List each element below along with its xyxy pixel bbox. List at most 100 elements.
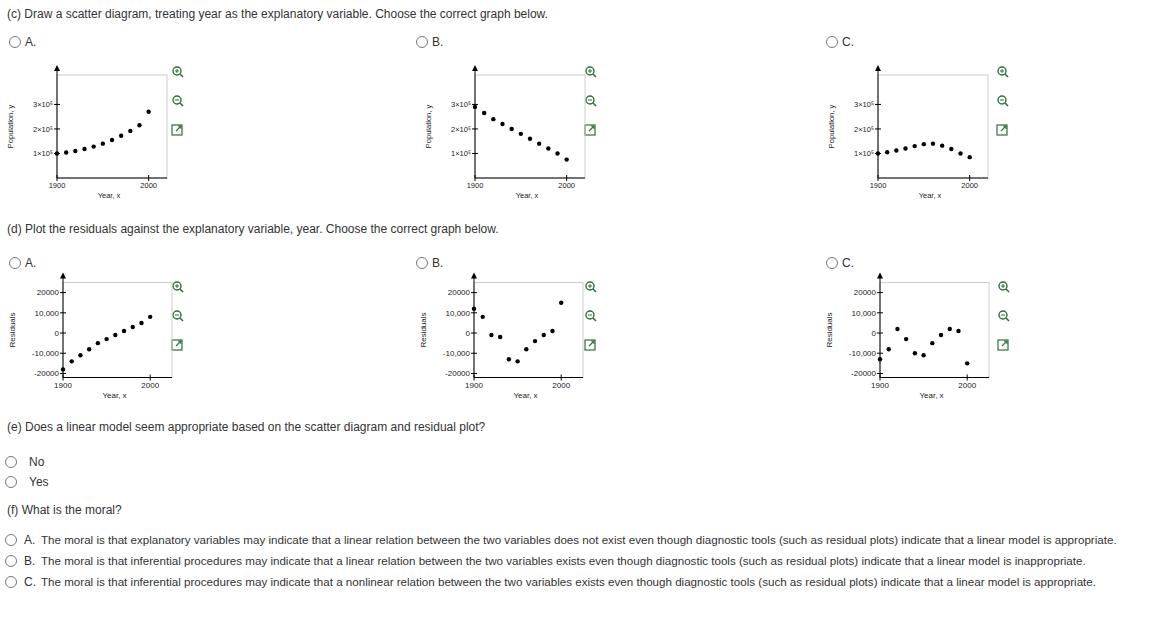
radio-button[interactable] (827, 37, 838, 48)
zoom-out-icon[interactable] (999, 311, 1007, 319)
point (904, 337, 908, 341)
zoom-in-icon[interactable] (173, 282, 181, 290)
y-tick-label: 20000 (37, 288, 60, 297)
point (489, 333, 493, 337)
radio-button[interactable] (6, 477, 17, 488)
icon-sign (177, 69, 178, 73)
popout-icon[interactable] (172, 125, 182, 135)
point (967, 155, 971, 159)
y-tick-label: 3×10⁵ (451, 100, 471, 109)
point (894, 148, 898, 152)
point (537, 141, 541, 145)
popout-icon[interactable] (998, 340, 1008, 350)
zoom-in-icon[interactable] (998, 67, 1006, 75)
option-text: Yes (29, 475, 49, 489)
point (104, 337, 108, 341)
y-tick-label: 10,000 (35, 309, 60, 318)
y-tick-label: 10,000 (852, 309, 877, 318)
icon-handle (1006, 289, 1009, 292)
y-tick (471, 292, 477, 293)
radio-button[interactable] (10, 258, 21, 269)
zoom-in-icon[interactable] (999, 282, 1007, 290)
page: (c) Draw a scatter diagram, treating yea… (0, 0, 1172, 621)
radio-button[interactable] (827, 258, 838, 269)
x-tick-label: 2000 (558, 181, 575, 190)
icon-sign (590, 284, 591, 288)
chart: -20000-10,000010,0002000019002000Year, x… (419, 273, 583, 400)
radio-button[interactable] (6, 556, 17, 567)
option-letter: C. (24, 575, 36, 589)
point (82, 147, 86, 151)
y-tick-label: 20000 (448, 288, 471, 297)
point (122, 329, 126, 333)
y-tick-label: 2×10⁵ (854, 125, 874, 134)
x-axis-title: Year, x (102, 391, 126, 400)
zoom-out-icon[interactable] (173, 311, 181, 319)
x-axis-title: Year, x (513, 391, 537, 400)
radio-button[interactable] (6, 457, 17, 468)
zoom-in-icon[interactable] (586, 67, 594, 75)
plot-frame (475, 75, 585, 178)
popout-icon[interactable] (585, 340, 595, 350)
question-prompt: (f) What is the moral? (7, 503, 122, 517)
point (113, 333, 117, 337)
y-tick (877, 353, 883, 354)
icon-handle (1005, 103, 1008, 106)
icon-arrow (1001, 126, 1006, 131)
zoom-out-icon[interactable] (998, 96, 1006, 104)
icon-handle (180, 289, 183, 292)
option-letter: B. (432, 256, 443, 270)
radio-button[interactable] (6, 535, 17, 546)
y-axis (63, 275, 64, 378)
radio-button[interactable] (417, 258, 428, 269)
point (481, 315, 485, 319)
y-tick (471, 333, 477, 334)
y-tick-label: -20000 (445, 369, 470, 378)
question-prompt: (c) Draw a scatter diagram, treating yea… (7, 7, 548, 21)
popout-icon[interactable] (997, 125, 1007, 135)
question-prompt: (d) Plot the residuals against the expla… (7, 222, 499, 236)
y-tick-label: -10,000 (443, 349, 471, 358)
point (931, 141, 935, 145)
radio-button[interactable] (417, 37, 428, 48)
chart: 1×10⁵2×10⁵3×10⁵19002000Year, xPopulation… (6, 65, 167, 200)
popout-icon[interactable] (585, 125, 595, 135)
x-axis (880, 377, 989, 378)
y-axis-title: Residuals (8, 312, 17, 347)
y-tick-label: 20000 (854, 288, 877, 297)
point (78, 353, 82, 357)
y-tick (472, 153, 478, 154)
y-axis-arrow (877, 273, 883, 279)
zoom-in-icon[interactable] (173, 67, 181, 75)
y-tick-label: 2×10⁵ (451, 125, 471, 134)
y-axis-arrow (472, 65, 478, 71)
point (61, 367, 65, 371)
point (564, 157, 568, 161)
point (482, 111, 486, 115)
points (472, 301, 564, 364)
point (500, 122, 504, 126)
point (64, 150, 68, 154)
y-tick (875, 104, 881, 105)
icon-arrow (589, 126, 594, 131)
icon-sign (1003, 284, 1004, 288)
y-tick (877, 373, 883, 374)
chart: -20000-10,000010,0002000019002000Year, x… (825, 273, 989, 400)
radio-button[interactable] (6, 577, 17, 588)
zoom-in-icon[interactable] (586, 282, 594, 290)
popout-icon[interactable] (172, 340, 182, 350)
icon-arrow (176, 341, 181, 346)
zoom-out-icon[interactable] (173, 96, 181, 104)
icon-sign (1002, 69, 1003, 73)
plot-frame (878, 75, 988, 178)
x-tick-label: 1900 (467, 181, 484, 190)
point (533, 339, 537, 343)
y-axis-title: Population, y (6, 105, 15, 149)
zoom-out-icon[interactable] (586, 311, 594, 319)
zoom-out-icon[interactable] (586, 96, 594, 104)
chart-tools (585, 282, 596, 350)
radio-button[interactable] (10, 37, 21, 48)
chart-tools (585, 67, 596, 135)
x-axis-title: Year, x (919, 191, 942, 200)
y-tick-label: 2×10⁵ (33, 125, 53, 134)
